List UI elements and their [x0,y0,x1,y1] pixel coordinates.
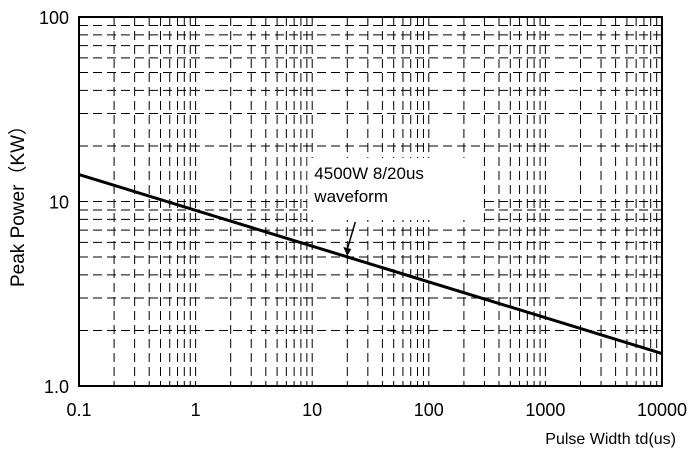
y-tick-label: 1.0 [44,377,69,397]
x-tick-label: 1000 [525,400,565,420]
tick-label-layer: 0.1 1 10 100 1000 10000 1.0 10 100 [39,8,687,420]
annotation-text: waveform [313,187,388,206]
annotation-layer: 4500W 8/20us waveform [307,158,484,257]
plot-frame [78,16,663,387]
x-tick-label: 10 [302,400,322,420]
x-tick-label: 0.1 [66,400,91,420]
annotation-text: 4500W 8/20us [314,164,424,183]
annotation-arrow-line [346,221,357,250]
annotation-arrowhead [343,247,352,257]
annotation-background [307,158,484,220]
series-layer [78,173,663,355]
x-tick-label: 10000 [637,400,687,420]
series-line [78,173,663,355]
x-axis-label: Pulse Width td(us) [545,431,676,448]
y-tick-label: 10 [49,193,69,213]
x-tick-label: 1 [191,400,201,420]
y-tick-label: 100 [39,8,69,28]
x-tick-label: 100 [414,400,444,420]
y-axis-label: Peak Power（KW） [7,116,29,287]
